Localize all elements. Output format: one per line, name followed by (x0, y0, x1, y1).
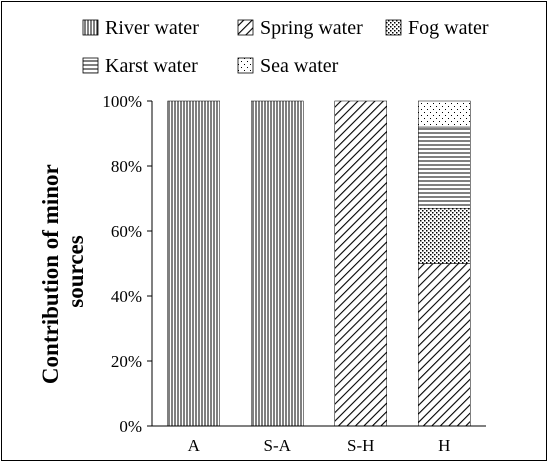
legend-swatch (237, 57, 254, 74)
bar-stack-a (167, 100, 220, 427)
bars (167, 100, 471, 427)
legend-label: River water (105, 17, 199, 39)
y-tick-label: 20% (111, 352, 142, 371)
bar-stack-h (418, 100, 471, 427)
bar-segment-river-water (251, 100, 304, 427)
legend-label: Karst water (105, 55, 198, 77)
y-axis-label-line-2: sources (63, 235, 88, 307)
bar-segment-sea-water (418, 100, 471, 128)
legend-swatch (82, 19, 99, 36)
bar-segment-spring-water (334, 100, 387, 427)
y-tick-label: 0% (119, 417, 142, 436)
axes (151, 101, 486, 427)
legend-label: Sea water (260, 55, 339, 77)
bar-stack-s-a (251, 100, 304, 427)
legend-swatch (82, 57, 99, 74)
y-axis-label-line-1: Contribution of minor (38, 164, 63, 384)
bar-segment-karst-water (418, 126, 471, 209)
bar-segment-spring-water (418, 263, 471, 427)
legend-swatch (237, 19, 254, 36)
bar-stack-s-h (334, 100, 387, 427)
y-axis-label: Contribution of minor sources (38, 159, 88, 384)
x-tick-label: H (438, 436, 450, 455)
y-axis-ticks: 0% 20% 40% 60% 80% 100% (102, 92, 152, 436)
x-tick-label: A (188, 436, 201, 455)
x-tick-label: S-H (347, 436, 374, 455)
legend-item-fog-water: Fog water (385, 17, 489, 39)
legend: River water Spring water Fog water Karst wa… (82, 17, 489, 77)
y-tick-label: 60% (111, 222, 142, 241)
legend-item-sea-water: Sea water (237, 55, 339, 77)
legend-item-spring-water: Spring water (237, 17, 363, 39)
legend-swatch (385, 19, 402, 36)
legend-label: Spring water (260, 17, 363, 39)
y-tick-label: 80% (111, 157, 142, 176)
bar-segment-fog-water (418, 208, 471, 264)
y-tick-label: 40% (111, 287, 142, 306)
legend-item-karst-water: Karst water (82, 55, 198, 77)
legend-item-river-water: River water (82, 17, 199, 39)
x-axis-ticks: A S-A S-H H (188, 436, 451, 455)
legend-label: Fog water (408, 17, 489, 39)
y-tick-label: 100% (102, 92, 142, 111)
x-tick-label: S-A (264, 436, 292, 455)
bar-segment-river-water (167, 100, 220, 427)
